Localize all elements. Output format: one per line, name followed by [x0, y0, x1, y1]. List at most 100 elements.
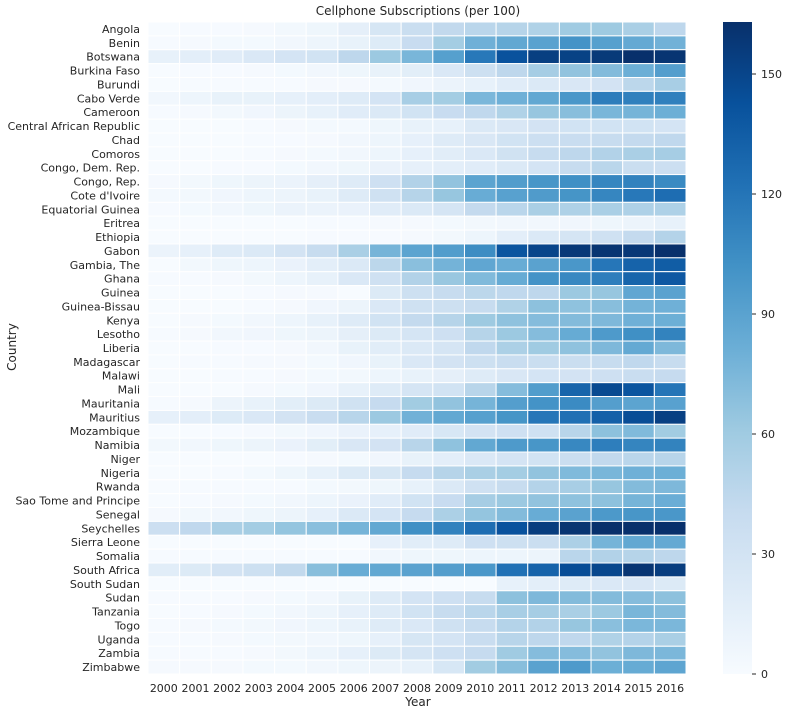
heatmap-cell	[558, 576, 592, 592]
heatmap-cell	[210, 271, 244, 287]
y-tick-label: Rwanda	[96, 481, 140, 494]
heatmap-cell	[622, 35, 655, 51]
heatmap-cell	[590, 326, 624, 342]
heatmap-cell	[147, 368, 181, 384]
heatmap-cell	[558, 451, 592, 467]
heatmap-cell	[653, 187, 687, 203]
heatmap-cell	[242, 146, 276, 162]
heatmap-cell	[653, 312, 687, 328]
x-tick-label: 2001	[181, 682, 209, 695]
heatmap-cell	[274, 201, 307, 217]
heatmap-cell	[590, 659, 624, 675]
heatmap-cell	[210, 631, 244, 647]
heatmap-cell	[558, 215, 592, 231]
heatmap-cell	[179, 201, 212, 217]
heatmap-cell	[400, 340, 434, 356]
heatmap-cell	[400, 312, 434, 328]
heatmap-cell	[179, 21, 212, 37]
heatmap-cell	[337, 201, 371, 217]
heatmap-cell	[590, 548, 624, 564]
heatmap-cell	[463, 409, 497, 425]
heatmap-cell	[495, 76, 529, 92]
y-tick-label: Gabon	[104, 245, 140, 258]
heatmap-cell	[242, 631, 276, 647]
heatmap-cell	[242, 534, 276, 550]
heatmap-cell	[210, 354, 244, 370]
heatmap-cell	[369, 479, 402, 495]
heatmap-cell	[337, 396, 371, 411]
heatmap-cell	[590, 631, 624, 647]
heatmap-cell	[558, 118, 592, 134]
heatmap-cell	[242, 160, 276, 176]
heatmap-cell	[305, 326, 339, 342]
heatmap-cell	[653, 354, 687, 370]
heatmap-cell	[400, 618, 434, 633]
heatmap-cell	[432, 271, 465, 287]
heatmap-cell	[337, 659, 371, 675]
heatmap-cell	[274, 576, 307, 592]
heatmap-cell	[432, 659, 465, 675]
heatmap-cell	[653, 382, 687, 398]
heatmap-cell	[400, 118, 434, 134]
heatmap-cell	[179, 187, 212, 203]
heatmap-cell	[305, 174, 339, 189]
heatmap-cell	[369, 76, 402, 92]
heatmap-cell	[305, 534, 339, 550]
heatmap-cell	[400, 382, 434, 398]
heatmap-cell	[653, 243, 687, 259]
heatmap-cell	[210, 132, 244, 148]
heatmap-cell	[369, 215, 402, 231]
heatmap-cell	[495, 340, 529, 356]
heatmap-cell	[147, 201, 181, 217]
heatmap-cell	[179, 659, 212, 675]
x-tick-label: 2007	[371, 682, 399, 695]
heatmap-cell	[242, 340, 276, 356]
heatmap-cell	[179, 507, 212, 522]
heatmap-cell	[590, 146, 624, 162]
heatmap-cell	[590, 187, 624, 203]
heatmap-cell	[179, 35, 212, 51]
heatmap-cell	[527, 76, 560, 92]
heatmap-cell	[147, 49, 181, 65]
heatmap-cell	[147, 132, 181, 148]
heatmap-cell	[463, 437, 497, 453]
heatmap-cell	[463, 21, 497, 37]
heatmap-cell	[653, 132, 687, 148]
heatmap-cell	[653, 493, 687, 509]
heatmap-cell	[369, 465, 402, 481]
heatmap-cell	[305, 493, 339, 509]
heatmap-cell	[590, 437, 624, 453]
heatmap-cell	[558, 312, 592, 328]
heatmap-cell	[369, 187, 402, 203]
heatmap-cell	[400, 423, 434, 439]
heatmap-cell	[527, 437, 560, 453]
heatmap-cell	[400, 659, 434, 675]
heatmap-cell	[369, 285, 402, 300]
heatmap-cell	[495, 35, 529, 51]
heatmap-cell	[242, 507, 276, 522]
heatmap-cell	[305, 118, 339, 134]
heatmap-cell	[558, 104, 592, 120]
heatmap-cell	[558, 368, 592, 384]
heatmap-cell	[622, 479, 655, 495]
heatmap-cell	[432, 479, 465, 495]
heatmap-cell	[179, 618, 212, 633]
heatmap-cell	[369, 104, 402, 120]
heatmap-cell	[147, 409, 181, 425]
heatmap-cell	[210, 104, 244, 120]
heatmap-cell	[527, 659, 560, 675]
heatmap-cell	[463, 271, 497, 287]
heatmap-cell	[463, 76, 497, 92]
heatmap-cell	[432, 118, 465, 134]
heatmap-cell	[400, 590, 434, 606]
heatmap-cell	[210, 187, 244, 203]
heatmap-cell	[495, 104, 529, 120]
heatmap-cell	[179, 631, 212, 647]
heatmap-cell	[210, 507, 244, 522]
heatmap-cell	[432, 437, 465, 453]
heatmap-cell	[400, 146, 434, 162]
heatmap-cell	[590, 160, 624, 176]
heatmap-cell	[527, 326, 560, 342]
x-tick-label: 2012	[530, 682, 558, 695]
heatmap-cell	[147, 243, 181, 259]
